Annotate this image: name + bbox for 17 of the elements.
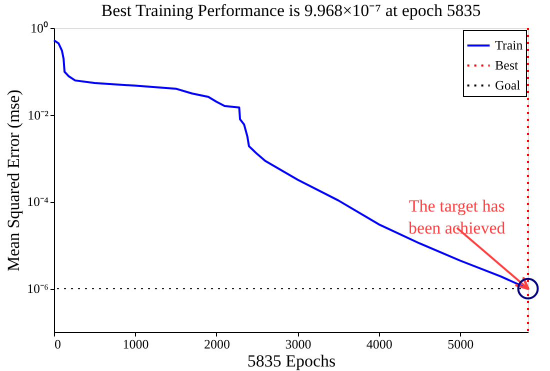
x-tick-label: 2000 xyxy=(204,336,230,352)
annotation: The target has been achieved xyxy=(408,196,506,238)
legend-label: Goal xyxy=(495,78,521,92)
x-tick-label: 1000 xyxy=(122,336,149,352)
y-tick-label: 10⁻² xyxy=(28,107,49,122)
chart-title: Best Training Performance is 9.968×10⁻⁷ at epoch 5835 xyxy=(101,1,481,20)
x-tick-label: 4000 xyxy=(366,336,392,352)
ref-line-label: Best xyxy=(495,58,518,72)
x-axis-title: 5835 Epochs xyxy=(247,352,336,370)
x-tick-label: 3000 xyxy=(285,336,312,352)
y-tick-label: 10⁻⁴ xyxy=(26,194,49,210)
x-tick-label: 0 xyxy=(54,336,61,352)
x-tick-label: 5000 xyxy=(448,336,474,352)
y-axis-title: Mean Squared Error (mse) xyxy=(4,90,23,272)
y-tick-label: 10⁰ xyxy=(30,20,48,36)
y-tick-label: 10⁻⁶ xyxy=(26,281,48,296)
legend-label: Train xyxy=(495,38,524,52)
